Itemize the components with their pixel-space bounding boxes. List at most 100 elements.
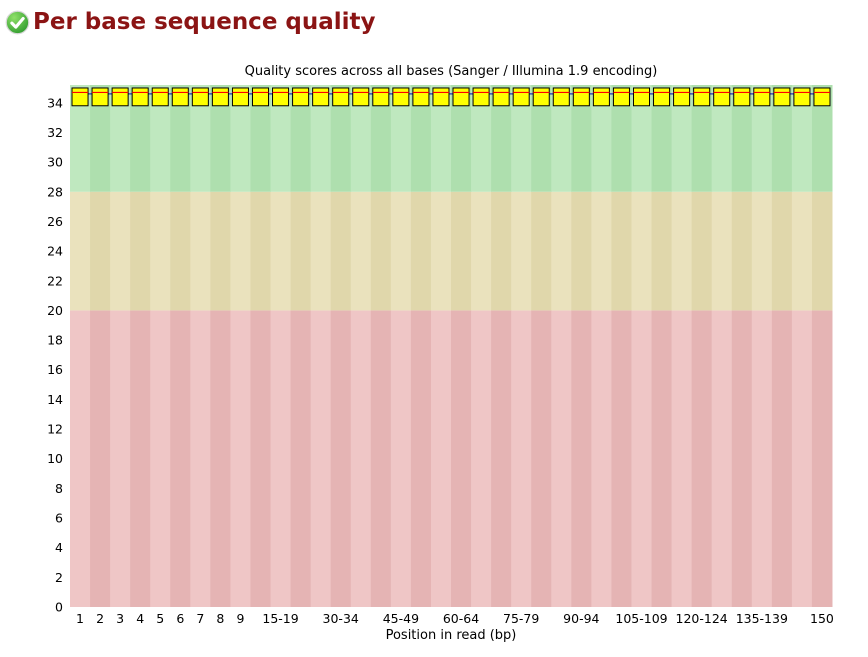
x-tick-label: 15-19	[262, 611, 298, 626]
quality-box	[131, 87, 149, 107]
band-good	[430, 85, 452, 192]
quality-box	[171, 87, 189, 107]
quality-box	[151, 87, 169, 107]
band-medium	[811, 191, 833, 311]
y-tick-label: 30	[47, 155, 63, 170]
quality-box	[632, 87, 651, 107]
quality-box	[572, 87, 590, 107]
band-good	[290, 85, 312, 192]
band-poor	[471, 310, 492, 607]
band-poor	[370, 310, 392, 607]
x-tick-label: 45-49	[383, 611, 419, 626]
band-good	[390, 85, 412, 192]
y-tick-label: 14	[47, 392, 63, 407]
quality-box	[372, 87, 390, 107]
band-medium	[330, 191, 352, 311]
band-good	[110, 85, 131, 192]
y-tick-label: 24	[47, 244, 63, 259]
band-good	[631, 85, 653, 192]
band-poor	[330, 310, 352, 607]
quality-box	[412, 87, 430, 107]
band-poor	[511, 310, 532, 607]
band-medium	[70, 191, 91, 311]
y-tick-label: 34	[47, 95, 63, 110]
quality-box	[312, 87, 330, 107]
quality-box	[352, 87, 370, 107]
band-poor	[170, 310, 191, 607]
quality-box	[432, 87, 450, 107]
band-medium	[350, 191, 372, 311]
band-medium	[130, 191, 151, 311]
band-poor	[290, 310, 312, 607]
x-tick-label: 2	[96, 611, 104, 626]
quality-box	[753, 87, 771, 107]
x-tick-label: 60-64	[443, 611, 479, 626]
x-tick-label: 30-34	[323, 611, 359, 626]
band-good	[531, 85, 552, 192]
band-medium	[691, 191, 713, 311]
page-title: Per base sequence quality	[33, 9, 376, 35]
y-tick-label: 12	[47, 422, 63, 437]
band-good	[90, 85, 111, 192]
quality-box	[733, 87, 751, 107]
band-poor	[210, 310, 231, 607]
band-good	[210, 85, 231, 192]
band-poor	[410, 310, 432, 607]
band-good	[511, 85, 532, 192]
band-poor	[531, 310, 552, 607]
x-axis-label: Position in read (bp)	[385, 628, 517, 643]
quality-box	[612, 87, 630, 107]
band-medium	[210, 191, 231, 311]
quality-box	[552, 87, 570, 107]
band-medium	[110, 191, 131, 311]
y-tick-label: 20	[47, 303, 63, 318]
band-good	[370, 85, 392, 192]
band-good	[170, 85, 191, 192]
x-tick-label: 3	[116, 611, 124, 626]
band-good	[731, 85, 753, 192]
quality-box	[251, 87, 270, 107]
band-medium	[370, 191, 392, 311]
band-poor	[110, 310, 131, 607]
x-tick-label: 105-109	[615, 611, 667, 626]
band-medium	[150, 191, 171, 311]
band-medium	[430, 191, 452, 311]
quality-box	[793, 87, 811, 107]
band-medium	[190, 191, 211, 311]
band-poor	[270, 310, 292, 607]
quality-box	[272, 87, 290, 107]
band-medium	[290, 191, 312, 311]
pass-check-icon	[5, 10, 30, 34]
y-tick-label: 22	[47, 273, 63, 288]
band-poor	[250, 310, 272, 607]
band-poor	[230, 310, 251, 607]
band-medium	[731, 191, 753, 311]
band-poor	[611, 310, 632, 607]
band-poor	[130, 310, 151, 607]
band-good	[611, 85, 632, 192]
band-medium	[531, 191, 552, 311]
band-medium	[451, 191, 472, 311]
band-poor	[350, 310, 372, 607]
x-tick-label: 6	[176, 611, 184, 626]
band-good	[751, 85, 773, 192]
band-poor	[771, 310, 793, 607]
x-tick-label: 5	[156, 611, 164, 626]
band-medium	[551, 191, 572, 311]
quality-box	[452, 87, 470, 107]
band-poor	[591, 310, 612, 607]
y-tick-label: 28	[47, 184, 63, 199]
band-good	[771, 85, 793, 192]
x-tick-label: 75-79	[503, 611, 539, 626]
band-poor	[651, 310, 673, 607]
band-medium	[471, 191, 492, 311]
band-good	[70, 85, 91, 192]
band-poor	[731, 310, 753, 607]
band-medium	[270, 191, 292, 311]
y-tick-label: 10	[47, 451, 63, 466]
quality-box	[773, 87, 791, 107]
quality-box	[231, 87, 249, 107]
band-poor	[150, 310, 171, 607]
band-good	[330, 85, 352, 192]
